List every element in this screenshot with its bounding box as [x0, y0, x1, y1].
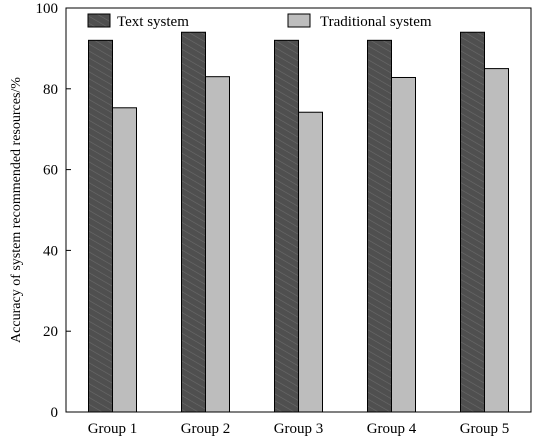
y-axis-ticks: 0 20 40 60 80 100	[36, 1, 71, 421]
legend-swatch-traditional-system	[287, 13, 311, 28]
bar-text-system-5	[460, 31, 485, 413]
bar-traditional-system-3	[298, 111, 323, 413]
bar-traditional-system-4	[391, 76, 416, 413]
y-axis-label: Accuracy of system recommended resources…	[9, 77, 24, 343]
x-tick-label-3: Group 3	[274, 421, 324, 437]
legend: Text system Traditional system	[87, 13, 432, 30]
bar-traditional-system-5	[484, 68, 509, 413]
x-axis-ticks: Group 1 Group 2 Group 3 Group 4 Group 5	[88, 421, 510, 437]
bars-layer	[88, 31, 509, 413]
x-tick-label-1: Group 1	[88, 421, 138, 437]
bar-traditional-system-2	[205, 76, 230, 413]
bar-traditional-system-1	[112, 107, 137, 413]
plot-frame	[65, 7, 532, 413]
y-tick-label-20: 20	[43, 324, 58, 340]
bar-text-system-3	[274, 39, 299, 413]
bar-text-system-2	[181, 31, 206, 413]
legend-swatch-text-system	[87, 13, 111, 28]
y-tick-label-60: 60	[43, 163, 58, 179]
bar-text-system-4	[367, 39, 392, 413]
y-tick-label-40: 40	[43, 243, 58, 259]
y-tick-label-80: 80	[43, 82, 58, 98]
y-tick-label-100: 100	[36, 1, 59, 17]
x-tick-label-4: Group 4	[367, 421, 417, 437]
x-tick-label-5: Group 5	[460, 421, 510, 437]
legend-label-traditional-system: Traditional system	[320, 14, 432, 30]
x-tick-label-2: Group 2	[181, 421, 231, 437]
legend-label-text-system: Text system	[117, 14, 189, 30]
bar-text-system-1	[88, 39, 113, 413]
y-tick-label-0: 0	[51, 405, 59, 421]
